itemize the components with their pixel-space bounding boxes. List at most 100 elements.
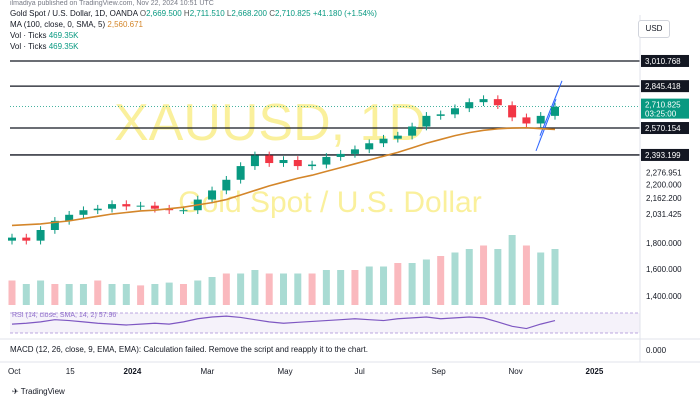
price-label: 2,200.000 [646,180,682,189]
candle-body [50,220,59,230]
price-label-box [641,54,689,67]
y-tick-label: 1,400.000 [646,292,682,301]
x-tick-label: 2024 [124,367,142,376]
tradingview-logo: ✈ TradingView [12,387,65,396]
volume-bar [22,284,30,305]
volume-bar [508,235,516,305]
candle-body [508,105,517,118]
price-label: 2,393.199 [645,151,681,160]
price-label: 3,010.768 [645,57,681,66]
vol-label-2: Vol · Ticks [10,42,47,51]
volume-bar [37,280,45,305]
rsi-line [11,315,556,330]
currency-selector[interactable]: USD [638,20,670,38]
rsi-label: RSI (14, close, SMA, 14, 2) [12,312,97,319]
candle-body [208,190,217,200]
candle-body [422,115,431,127]
candle-body [393,135,402,139]
rsi-legend[interactable]: RSI (14, close, SMA, 14, 2) 57.96 [12,312,116,319]
candle-body [136,205,145,207]
price-label-box [641,98,689,119]
candle-body [450,108,459,115]
volume-bar [151,284,159,305]
countdown-label: 03:25:00 [645,110,677,119]
close-value: 2,710.825 [274,9,311,18]
volume-bar [422,259,430,305]
volume-bar [451,252,459,305]
x-tick-label: Mar [201,367,215,376]
price-label-box [641,148,689,161]
vol-legend-1[interactable]: Vol · Ticks 469.35K [10,31,79,41]
candle-body [279,160,288,164]
y-tick-label: 2,162.200 [646,194,682,203]
volume-bar [308,273,316,305]
candle-body [408,126,417,136]
x-tick-label: May [278,367,293,376]
volume-bar [79,284,87,305]
candle-body [150,205,159,209]
publish-line: ilmadiya published on TradingView.com, N… [10,0,214,7]
x-tick-label: Jul [355,367,365,376]
volume-bar [537,252,545,305]
candle-body [293,160,302,167]
volume-bar [8,280,16,305]
candle-body [308,164,317,167]
volume-bar [294,273,302,305]
vol-value-2: 469.35K [48,42,79,51]
volume-bar [280,273,287,305]
candle-body [265,155,274,164]
vol-legend-2[interactable]: Vol · Ticks 469.35K [10,42,79,52]
volume-bar [408,263,416,305]
ma-legend[interactable]: MA (100, close, 0, SMA, 5) 2,560.671 [10,20,143,30]
volume-bar [494,249,502,305]
price-label-box [641,122,689,135]
candle-body [108,204,117,209]
tradingview-logo-icon: ✈ [12,387,19,396]
x-tick-label: 15 [66,367,75,376]
candle-body [22,237,31,241]
change-value: +41.180 (+1.54%) [312,9,377,18]
volume-bar [237,273,245,305]
ohlc-legend: Gold Spot / U.S. Dollar, 1D, OANDA O2,66… [10,9,377,18]
candle-body [551,106,559,116]
volume-bar [194,280,202,305]
x-tick-label: Nov [509,367,523,376]
volume-bar [480,245,488,305]
volume-bar [108,284,116,305]
candle-body [65,214,74,221]
candle-body [8,237,16,241]
x-tick-label: Oct [8,367,21,376]
symbol-title: Gold Spot / U.S. Dollar, 1D, OANDA [10,9,138,18]
watermark-name: Gold Spot / U.S. Dollar [178,186,481,219]
candle-body [222,179,231,191]
candle-body [36,230,45,241]
volume-bar [394,263,402,305]
candle-body [365,143,374,150]
volume-bar [351,270,359,305]
price-label: 2,710.825 [645,101,681,110]
candle-body [236,166,245,180]
candle-body [250,155,259,167]
volume-bar [222,273,230,305]
price-label-box [641,80,689,93]
low-value: 2,668.200 [231,9,267,18]
macd-axis-value: 0.000 [646,346,667,355]
candle-body [479,99,488,103]
candle-body [436,114,445,116]
x-tick-label: Sep [432,367,447,376]
candle-body [322,156,331,165]
volume-bar [551,249,559,305]
candle-body [465,102,474,109]
x-tick-label: 2025 [586,367,604,376]
candle-body [522,117,531,124]
watermark-symbol: XAUUSD, 1D [114,94,426,152]
volume-bar [365,266,373,305]
macd-legend[interactable]: MACD (12, 26, close, 9, EMA, EMA): Calcu… [10,345,368,354]
volume-bar [179,284,187,305]
candle-body [93,208,102,211]
volume-bar [122,284,130,305]
candle-body [493,99,502,106]
vol-label-1: Vol · Ticks [10,31,47,40]
